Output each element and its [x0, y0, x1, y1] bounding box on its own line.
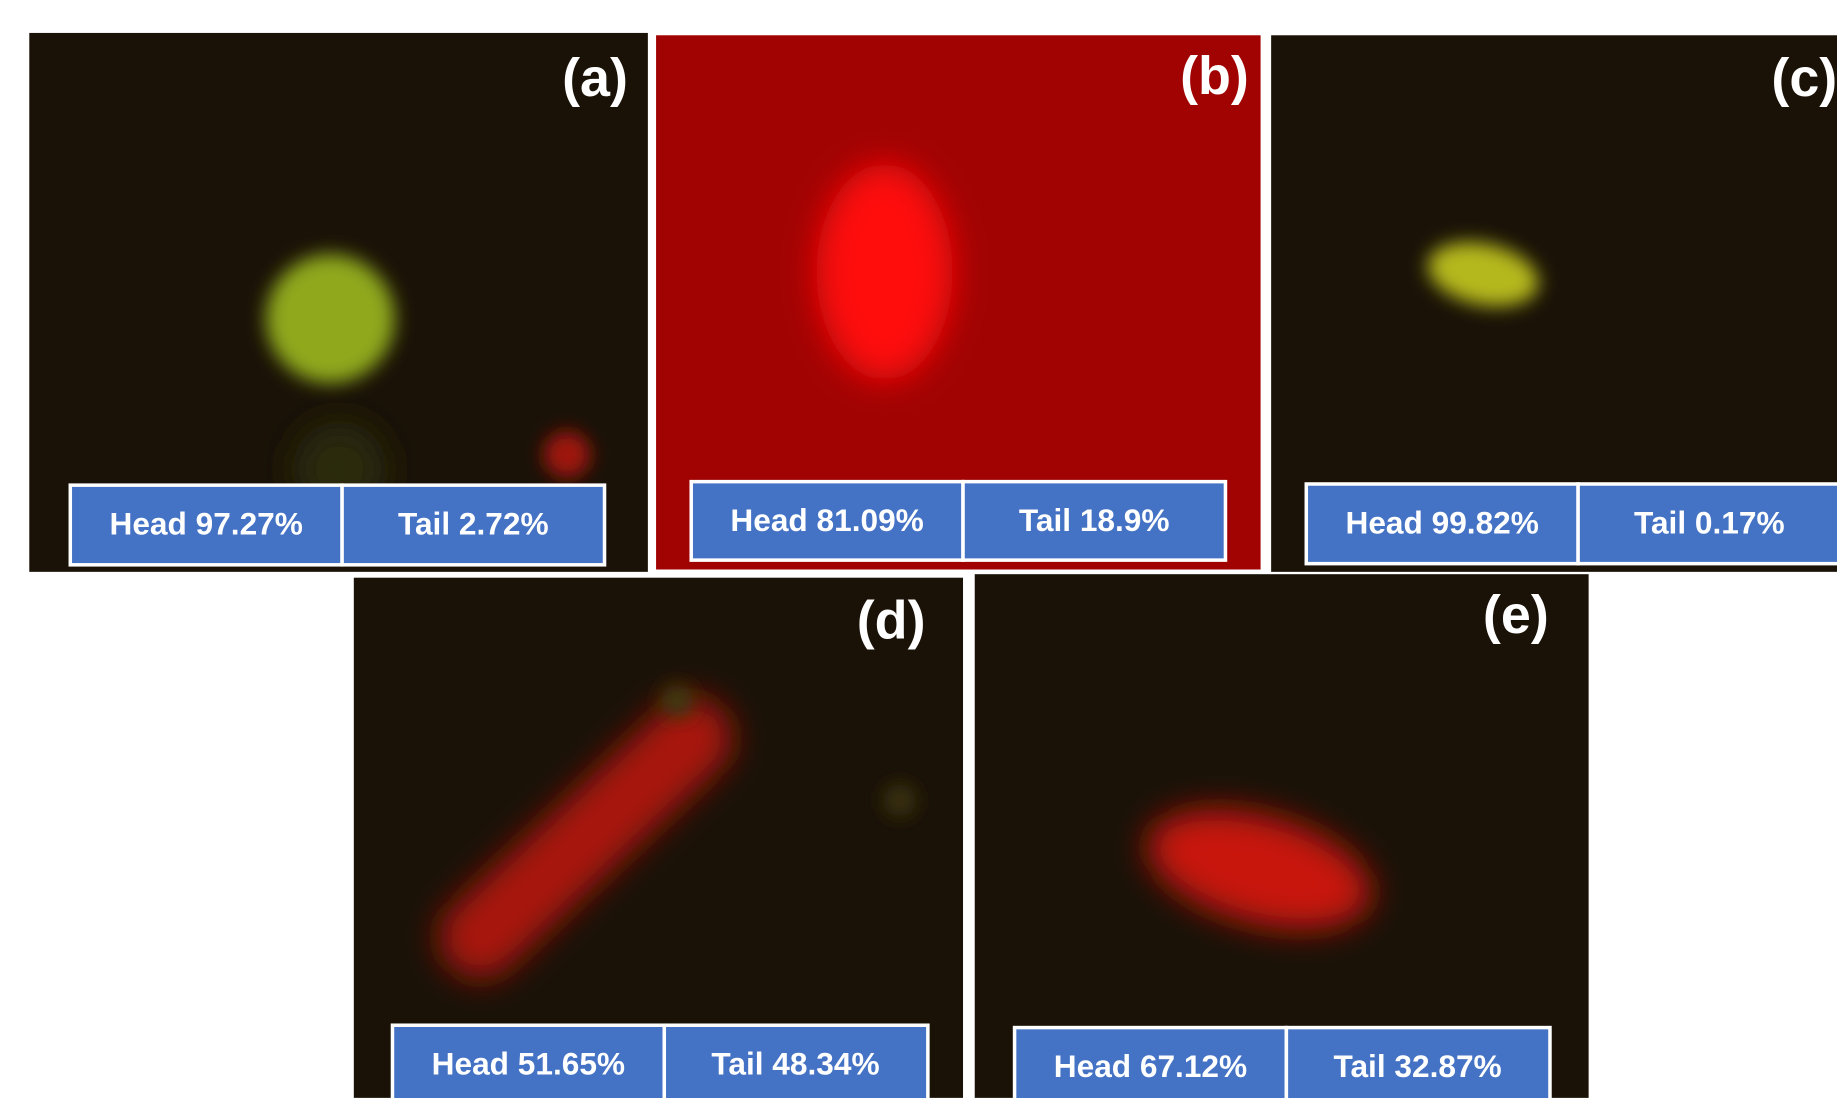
shape	[390, 1023, 667, 1098]
tail-value: Tail 2.72%	[398, 506, 549, 542]
tail-value: Tail 0.17%	[1634, 504, 1785, 540]
panel-b: (b) Head 81.09% Tail 18.9%	[656, 35, 1261, 570]
head-value: Head 99.82%	[1345, 504, 1538, 540]
panel-a: (a) Head 97.27% Tail 2.72%	[29, 32, 648, 572]
blob	[883, 783, 917, 817]
panel-label: (d)	[857, 591, 926, 651]
shape	[1284, 1025, 1552, 1098]
blob	[1427, 242, 1539, 307]
head-value: Head 67.12%	[1054, 1048, 1247, 1084]
shape	[340, 483, 607, 567]
shape	[689, 479, 965, 562]
blob	[543, 431, 591, 479]
shape	[662, 1023, 930, 1098]
shape	[68, 483, 344, 567]
tail-value: Tail 48.34%	[711, 1046, 879, 1082]
panel-c: (c) Head 99.82% Tail 0.17%	[1271, 35, 1837, 572]
blob	[660, 684, 694, 718]
shape	[1304, 482, 1580, 566]
shape	[961, 479, 1228, 562]
head-value: Head 97.27%	[109, 506, 302, 542]
shape	[1576, 482, 1837, 566]
panel-label: (e)	[1483, 585, 1549, 645]
blob	[1147, 809, 1372, 930]
tail-value: Tail 18.9%	[1019, 502, 1170, 538]
shape	[353, 577, 964, 1098]
shape	[1012, 1025, 1289, 1098]
blob	[439, 697, 733, 979]
tail-value: Tail 32.87%	[1333, 1048, 1501, 1084]
blob	[816, 164, 953, 380]
blob	[265, 254, 395, 384]
head-value: Head 81.09%	[730, 502, 923, 538]
panel-label: (a)	[562, 48, 628, 108]
panel-label: (b)	[1180, 46, 1249, 106]
head-value: Head 51.65%	[432, 1046, 625, 1082]
panel-label: (c)	[1771, 48, 1837, 108]
panel-e: (e) Head 67.12% Tail 32.87%	[974, 574, 1589, 1098]
panel-d: (d) Head 51.65% Tail 48.34%	[353, 577, 964, 1098]
